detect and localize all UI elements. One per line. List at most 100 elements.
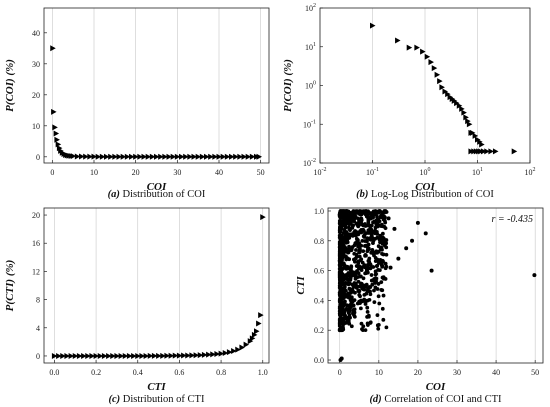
y-tick-label: 0.0 bbox=[314, 356, 324, 365]
data-point bbox=[106, 352, 112, 359]
data-point bbox=[369, 273, 374, 277]
data-point bbox=[351, 216, 356, 220]
data-point bbox=[129, 153, 135, 160]
data-point bbox=[365, 270, 370, 275]
data-point bbox=[461, 109, 467, 116]
data-point bbox=[340, 302, 345, 307]
data-point bbox=[151, 352, 158, 359]
data-point bbox=[174, 153, 181, 160]
data-point bbox=[112, 153, 118, 160]
data-point bbox=[363, 302, 368, 306]
data-point bbox=[355, 269, 359, 273]
data-point bbox=[428, 59, 434, 66]
data-point bbox=[386, 216, 391, 221]
data-point bbox=[378, 247, 383, 252]
data-point bbox=[343, 245, 347, 250]
data-point bbox=[76, 352, 83, 359]
data-point bbox=[456, 102, 463, 109]
data-point bbox=[359, 321, 364, 326]
panel-caption: (a) Distribution of COI bbox=[108, 189, 206, 200]
y-tick-label: 12 bbox=[32, 267, 40, 276]
data-point bbox=[201, 351, 208, 358]
data-point bbox=[133, 153, 139, 160]
data-point bbox=[172, 352, 179, 359]
data-point bbox=[218, 350, 225, 357]
data-point bbox=[361, 299, 366, 303]
data-point bbox=[343, 313, 347, 318]
data-point bbox=[370, 250, 375, 255]
data-point bbox=[358, 301, 362, 306]
data-point bbox=[199, 153, 206, 160]
data-point bbox=[354, 248, 358, 252]
data-point bbox=[357, 292, 362, 297]
data-point bbox=[366, 228, 371, 233]
data-point bbox=[358, 229, 363, 234]
y-tick-label: 16 bbox=[32, 239, 40, 248]
data-point bbox=[372, 288, 376, 293]
data-point bbox=[349, 267, 353, 271]
data-point bbox=[241, 153, 247, 160]
data-point bbox=[338, 254, 343, 259]
data-point bbox=[97, 352, 104, 359]
data-point bbox=[50, 45, 56, 52]
data-point bbox=[251, 331, 258, 338]
data-point bbox=[243, 341, 250, 348]
data-point bbox=[354, 233, 358, 238]
data-point bbox=[160, 352, 166, 359]
y-tick-label: 0 bbox=[36, 153, 40, 162]
data-point bbox=[116, 153, 122, 160]
data-point bbox=[260, 214, 266, 221]
data-point bbox=[479, 141, 485, 148]
y-tick-label: 102 bbox=[305, 3, 316, 13]
data-point bbox=[367, 259, 372, 264]
y-axis-label: P(COI) (%) bbox=[4, 59, 16, 112]
data-point bbox=[254, 328, 260, 335]
data-point bbox=[122, 352, 129, 359]
data-point bbox=[53, 130, 60, 137]
data-point bbox=[350, 287, 355, 292]
y-tick-label: 10-2 bbox=[303, 158, 316, 168]
data-point bbox=[365, 298, 370, 303]
data-point bbox=[378, 233, 383, 238]
data-point bbox=[492, 148, 499, 155]
y-tick-label: 8 bbox=[36, 296, 40, 305]
data-point bbox=[249, 153, 256, 160]
data-point bbox=[378, 237, 382, 241]
x-tick-label: 30 bbox=[453, 368, 461, 377]
data-point bbox=[166, 153, 172, 160]
x-axis-label: COI bbox=[147, 181, 167, 193]
data-point bbox=[347, 244, 351, 249]
x-tick-label: 40 bbox=[215, 168, 223, 177]
y-tick-label: 0.8 bbox=[314, 237, 324, 246]
data-point bbox=[347, 306, 352, 311]
panel-d-correlation-of-coi-and-cti: 0 10 20 30 40 50 0.0 0.2 0.4 0.6 0.8 1.0 COI CTI (d) C… bbox=[295, 207, 544, 405]
data-point bbox=[366, 217, 371, 222]
data-point bbox=[372, 300, 377, 305]
data-point bbox=[108, 153, 114, 160]
data-point bbox=[369, 231, 373, 236]
data-point bbox=[340, 326, 344, 330]
x-tick-label: 0.8 bbox=[216, 368, 226, 377]
data-point bbox=[373, 228, 378, 233]
data-point bbox=[472, 132, 479, 139]
x-axis-label: COI bbox=[426, 381, 446, 393]
data-point bbox=[237, 153, 243, 160]
data-point bbox=[350, 233, 355, 238]
data-point bbox=[235, 346, 241, 353]
data-point bbox=[352, 298, 357, 303]
data-point bbox=[52, 124, 58, 131]
data-point bbox=[81, 352, 87, 359]
data-point bbox=[183, 153, 189, 160]
data-point bbox=[373, 285, 378, 290]
data-point bbox=[374, 223, 379, 228]
data-point bbox=[187, 153, 193, 160]
data-point bbox=[191, 153, 197, 160]
data-point bbox=[226, 349, 233, 356]
x-tick-label: 0 bbox=[50, 168, 54, 177]
data-point bbox=[468, 148, 474, 155]
data-point bbox=[79, 153, 85, 160]
data-point bbox=[459, 105, 465, 112]
data-point bbox=[340, 209, 344, 213]
data-point bbox=[347, 286, 352, 291]
data-point bbox=[355, 209, 360, 214]
